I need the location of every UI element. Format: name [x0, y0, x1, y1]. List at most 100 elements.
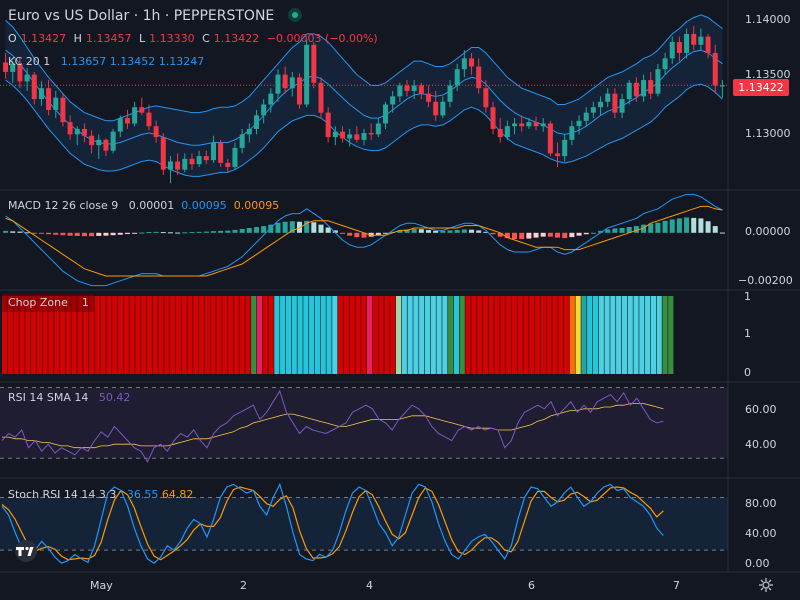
chop-zone-bar	[193, 296, 199, 374]
chop-zone-bar	[372, 296, 378, 374]
macd-histogram-bar	[698, 218, 704, 233]
chop-zone-bar	[621, 296, 628, 374]
chop-zone-bar	[459, 296, 465, 374]
candle-body	[504, 126, 510, 138]
candle-body	[304, 44, 310, 105]
macd-histogram-bar	[347, 232, 353, 236]
chop-zone-bar	[36, 296, 42, 374]
rsi-legend[interactable]: RSI 14 SMA 14 50.42	[8, 391, 130, 405]
chop-zone-bar	[511, 296, 517, 374]
chop-zone-bar	[326, 296, 332, 374]
macd-histogram-bar	[117, 232, 123, 235]
candle-body	[382, 104, 389, 124]
macd-line	[5, 193, 723, 287]
candle-body	[705, 36, 711, 53]
chop-zone-bar	[401, 296, 407, 374]
chop-zone-bar	[627, 296, 633, 374]
chop-zone-bar	[575, 296, 581, 374]
candle-body	[519, 123, 525, 127]
candle-body	[440, 101, 446, 116]
chop-zone-bar	[517, 296, 523, 374]
macd-histogram-bar	[691, 217, 697, 233]
macd-histogram-bar	[289, 221, 295, 233]
macd-histogram-bar	[476, 230, 482, 233]
candle-body	[117, 118, 123, 132]
chop-zone-bar	[453, 296, 460, 374]
macd-histogram-bar	[339, 232, 346, 234]
macd-histogram-bar	[17, 231, 23, 233]
macd-histogram-bar	[497, 232, 503, 237]
macd-legend[interactable]: MACD 12 26 close 9 0.00001 0.00095 0.000…	[8, 199, 279, 213]
macd-histogram-bar	[655, 222, 661, 233]
chop-zone-bar	[245, 296, 251, 374]
stoch-rsi-legend[interactable]: Stoch RSI 14 14 3 3 36.55 64.82	[8, 488, 193, 502]
candle-body	[605, 93, 611, 102]
high-value: 1.13457	[85, 32, 132, 45]
chop-zone-bar	[569, 296, 575, 374]
chop-zone-legend[interactable]: Chop Zone 1	[8, 296, 89, 310]
chop-zone-bar	[129, 296, 135, 374]
candle-body	[24, 74, 30, 82]
candle-body	[411, 85, 417, 91]
candle-body	[712, 52, 718, 86]
macd-histogram-bar	[261, 226, 267, 233]
macd-histogram-bar	[225, 230, 231, 233]
macd-histogram-bar	[268, 224, 274, 233]
market-status-icon[interactable]	[288, 8, 302, 22]
candle-body	[633, 82, 639, 97]
candle-body	[641, 80, 647, 97]
macd-histogram-bar	[512, 232, 518, 240]
macd-histogram-bar	[669, 219, 675, 233]
chop-zone-bar	[123, 296, 129, 374]
macd-label: MACD 12 26 close 9	[8, 199, 119, 212]
macd-histogram-bar	[318, 224, 324, 233]
candle-body	[562, 139, 568, 157]
macd-histogram-bar	[705, 221, 711, 233]
candle-body	[182, 158, 188, 170]
macd-histogram-bar	[31, 232, 37, 234]
candle-body	[461, 58, 467, 70]
candle-body	[146, 112, 152, 127]
macd-histogram-bar	[641, 224, 647, 233]
rsi-tick: 40.00	[745, 438, 777, 451]
chop-zone-bar	[42, 296, 48, 374]
chop-zone-bar	[598, 296, 604, 374]
macd-histogram-bar	[167, 232, 173, 234]
macd-histogram-bar	[182, 232, 188, 234]
candle-body	[361, 133, 367, 140]
settings-gear-icon[interactable]	[758, 577, 774, 593]
macd-histogram-bar	[526, 232, 532, 239]
candle-body	[669, 42, 675, 59]
chop-zone-bar	[534, 296, 541, 374]
current-price-tag: 1.13422	[733, 79, 789, 96]
chop-zone-bar	[297, 296, 303, 374]
rsi-sma-line	[2, 403, 664, 449]
candle-body	[483, 88, 489, 108]
chop-zone-bar	[546, 296, 552, 374]
chop-zone-bar	[158, 296, 164, 374]
macd-tick: 0.00000	[745, 225, 791, 238]
chop-zone-bar	[448, 296, 454, 374]
stoch-tick: 80.00	[745, 497, 777, 510]
macd-histogram-bar	[375, 232, 381, 236]
kc-middle-value: 1.13452	[109, 55, 156, 68]
chop-zone-bar	[523, 296, 529, 374]
chop-zone-bar	[366, 296, 373, 374]
candle-body	[46, 88, 52, 110]
chop-zone-bar	[604, 296, 610, 374]
candle-body	[225, 162, 231, 167]
chop-zone-bar	[274, 296, 280, 374]
chop-zone-bar	[529, 296, 535, 374]
tradingview-logo-icon[interactable]	[10, 540, 42, 562]
kc-legend[interactable]: KC 20 1 1.13657 1.13452 1.13247	[8, 55, 204, 69]
candle-body	[325, 112, 331, 138]
stoch-band-fill	[0, 497, 728, 551]
candle-body	[454, 69, 460, 86]
macd-histogram-bar	[96, 232, 102, 236]
chop-zone-bar	[332, 296, 338, 374]
chop-zone-bar	[482, 296, 489, 374]
stoch-k-value: 36.55	[126, 488, 159, 501]
macd-signal-value: 0.00095	[233, 199, 280, 212]
chop-zone-bar	[112, 296, 118, 374]
